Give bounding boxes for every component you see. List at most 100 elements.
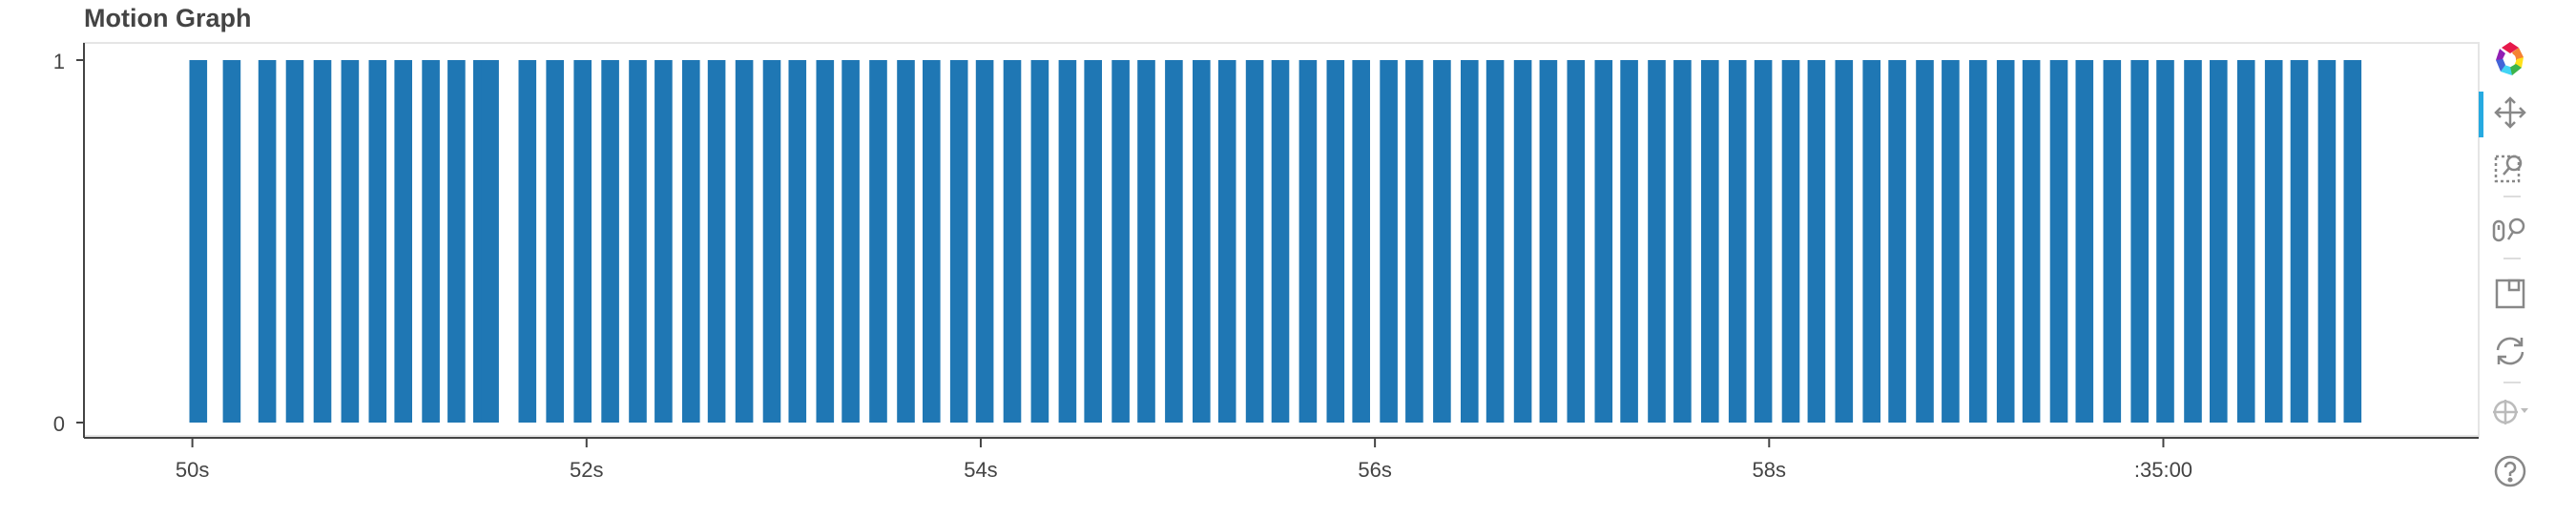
bar (422, 60, 440, 423)
help-icon (2494, 455, 2526, 487)
bar (447, 60, 466, 423)
bar (1728, 60, 1747, 423)
bar (1352, 60, 1370, 423)
bar (1916, 60, 1934, 423)
bar (518, 60, 537, 423)
wheel-zoom-tool-button[interactable] (2479, 208, 2542, 254)
bar (189, 60, 208, 423)
bars-group (189, 60, 2362, 423)
bar (1298, 60, 1318, 423)
bar (1058, 60, 1077, 423)
x-tick-label: 50s (176, 458, 209, 482)
bar (975, 60, 994, 423)
chart-title: Motion Graph (84, 4, 252, 32)
wheel-zoom-icon (2492, 217, 2525, 242)
save-icon (2495, 279, 2525, 309)
bar (788, 60, 807, 423)
bar (841, 60, 860, 423)
bar (341, 60, 360, 423)
bar (1084, 60, 1102, 423)
bar (258, 60, 277, 423)
bar (707, 60, 726, 423)
bar (2130, 60, 2149, 423)
y-tick-label-1: 1 (53, 50, 65, 73)
bar (897, 60, 915, 423)
bar (2317, 60, 2337, 423)
bar (2022, 60, 2041, 423)
bar (2075, 60, 2094, 423)
bar (1835, 60, 1854, 423)
bar (1111, 60, 1130, 423)
bar (368, 60, 387, 423)
x-axis: 50s 52s 54s 56s 58s:35:00 (84, 437, 2479, 482)
crosshair-icon (2493, 400, 2528, 424)
bokeh-logo-icon (2496, 42, 2524, 75)
help-tool-button[interactable] (2479, 448, 2542, 494)
bar (923, 60, 941, 423)
bar (1405, 60, 1423, 423)
bokeh-logo-button[interactable] (2479, 36, 2542, 82)
toolbar-separator (2503, 382, 2521, 383)
bar (1701, 60, 1719, 423)
bar (1673, 60, 1692, 423)
bar (1781, 60, 1800, 423)
bar (1807, 60, 1826, 423)
box-zoom-icon (2494, 155, 2523, 183)
bar (1165, 60, 1183, 423)
bar (1217, 60, 1236, 423)
bar (1326, 60, 1345, 423)
bar (1380, 60, 1398, 423)
bar (546, 60, 564, 423)
bar (2184, 60, 2202, 423)
bar (629, 60, 647, 423)
bar (1003, 60, 1022, 423)
bar (1648, 60, 1666, 423)
box-zoom-tool-button[interactable] (2479, 145, 2542, 191)
y-axis: 1 0 (53, 43, 85, 438)
bar (1461, 60, 1479, 423)
bar (2290, 60, 2309, 423)
bar (1433, 60, 1451, 423)
save-tool-button[interactable] (2479, 271, 2542, 317)
bar (1539, 60, 1558, 423)
x-tick-label: 56s (1358, 458, 1391, 482)
bar (573, 60, 592, 423)
reset-icon (2496, 337, 2524, 365)
bar (1485, 60, 1505, 423)
bar (1969, 60, 1987, 423)
plot-area: 1 0 50s 52s 54s 56s 58s:35:00 (53, 42, 2480, 482)
bar (2156, 60, 2174, 423)
toolbar-separator (2503, 258, 2521, 259)
bar (682, 60, 700, 423)
x-tick-label: 58s (1753, 458, 1786, 482)
bar (1513, 60, 1532, 423)
bar (601, 60, 619, 423)
bar (949, 60, 968, 423)
bar (654, 60, 673, 423)
pan-icon (2494, 96, 2526, 129)
bar (2236, 60, 2255, 423)
x-tick-label: 52s (570, 458, 603, 482)
pan-tool-button[interactable] (2479, 90, 2542, 137)
bar (481, 60, 499, 423)
bar (394, 60, 412, 423)
bar (1862, 60, 1880, 423)
bar (222, 60, 241, 423)
bar (1567, 60, 1586, 423)
bar (869, 60, 887, 423)
bar (2210, 60, 2228, 423)
plot-toolbar (2479, 36, 2542, 487)
bar (1245, 60, 1264, 423)
x-tick-label: 54s (964, 458, 997, 482)
toolbar-separator (2503, 196, 2521, 197)
bar (2049, 60, 2068, 423)
bar (1996, 60, 2015, 423)
bar (816, 60, 835, 423)
bar (1620, 60, 1638, 423)
bar (1942, 60, 1960, 423)
bar (1137, 60, 1155, 423)
crosshair-tool-button[interactable] (2479, 389, 2542, 435)
bar (1271, 60, 1290, 423)
bar (2343, 60, 2362, 423)
reset-tool-button[interactable] (2479, 328, 2542, 374)
